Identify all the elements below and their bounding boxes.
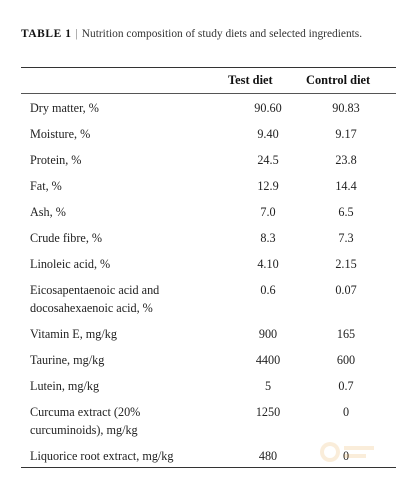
caption-separator: |	[75, 28, 78, 40]
table-header-rule	[21, 93, 396, 94]
test-diet-value: 9.40	[257, 127, 279, 141]
table-top-rule	[21, 67, 396, 68]
row-label: Taurine, mg/kg	[30, 353, 105, 367]
test-diet-value: 1250	[255, 405, 281, 419]
test-diet-value: 4.10	[257, 257, 279, 271]
control-diet-value: 9.17	[335, 127, 357, 141]
row-label: Vitamin E, mg/kg	[30, 327, 117, 341]
control-diet-value: 0	[311, 447, 381, 465]
row-label: Lutein, mg/kg	[30, 379, 100, 393]
caption-text: Nutrition composition of study diets and…	[81, 28, 363, 40]
control-diet-value: 0.7	[338, 379, 354, 393]
control-diet-value: 0	[342, 405, 350, 419]
row-label: Liquorice root extract, mg/kg	[30, 449, 174, 463]
column-header-test-diet: Test diet	[228, 73, 273, 87]
row-label: Moisture, %	[30, 127, 91, 141]
test-diet-value: 900	[258, 327, 278, 341]
test-diet-value: 8.3	[260, 231, 276, 245]
control-diet-value: 14.4	[335, 179, 357, 193]
test-diet-value: 4400	[255, 353, 281, 367]
table-caption: TABLE 1 | Nutrition composition of study d…	[21, 26, 397, 43]
row-label: Ash, %	[30, 205, 66, 219]
control-diet-value: 6.5	[338, 205, 354, 219]
test-diet-value: 90.60	[254, 101, 282, 115]
control-diet-value: 2.15	[335, 257, 357, 271]
row-label: Eicosapentaenoic acid and docosahexaenoi…	[30, 283, 160, 315]
control-diet-value: 0.07	[335, 283, 357, 297]
control-diet-value: 7.3	[338, 231, 354, 245]
table-label: TABLE 1	[21, 28, 72, 40]
row-label: Fat, %	[30, 179, 62, 193]
row-label: Dry matter, %	[30, 101, 99, 115]
row-label: Protein, %	[30, 153, 82, 167]
test-diet-value: 7.0	[260, 205, 276, 219]
table-bottom-rule	[21, 467, 396, 468]
row-label: Linoleic acid, %	[30, 257, 111, 271]
test-diet-value: 0.6	[260, 283, 276, 297]
row-label: Curcuma extract (20% curcuminoids), mg/k…	[30, 405, 141, 437]
test-diet-value: 12.9	[257, 179, 279, 193]
test-diet-value: 24.5	[257, 153, 279, 167]
test-diet-value: 480	[258, 449, 278, 463]
control-diet-value: 90.83	[332, 101, 360, 115]
test-diet-value: 5	[264, 379, 272, 393]
control-diet-value: 23.8	[335, 153, 357, 167]
control-diet-value: 165	[336, 327, 356, 341]
watermark-logo-icon	[320, 442, 374, 462]
column-header-control-diet: Control diet	[306, 73, 371, 87]
control-diet-value: 600	[336, 353, 356, 367]
row-label: Crude fibre, %	[30, 231, 103, 245]
